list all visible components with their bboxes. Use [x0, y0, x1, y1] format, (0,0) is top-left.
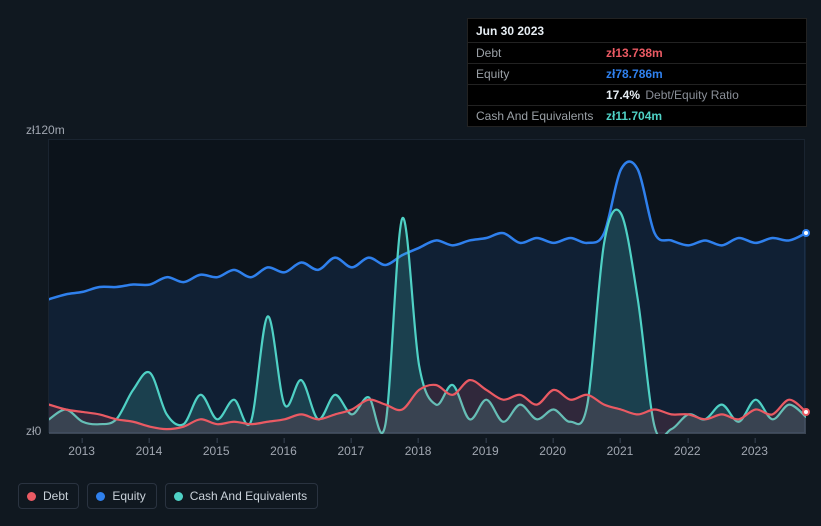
- tooltip-value: zł78.786m: [606, 67, 663, 81]
- x-axis: 2013 2014 2015 2016 2017 2018 2019 2020 2021 2022…: [48, 438, 805, 458]
- x-tick: 2018: [405, 444, 432, 458]
- tooltip-label: Equity: [476, 67, 606, 81]
- tooltip-label: Cash And Equivalents: [476, 109, 606, 123]
- legend-swatch: [96, 492, 105, 501]
- tooltip-value: zł11.704m: [606, 109, 662, 123]
- tooltip-row-cash: Cash And Equivalents zł11.704m: [468, 106, 806, 126]
- legend-item-cash[interactable]: Cash And Equivalents: [165, 483, 318, 509]
- legend-swatch: [27, 492, 36, 501]
- x-tick: 2020: [539, 444, 566, 458]
- tooltip-value: zł13.738m: [606, 46, 663, 60]
- x-tick: 2013: [68, 444, 95, 458]
- x-tick: 2017: [337, 444, 364, 458]
- ratio-label: Debt/Equity Ratio: [645, 88, 738, 102]
- legend-label: Equity: [112, 489, 145, 503]
- tooltip-row-equity: Equity zł78.786m: [468, 64, 806, 85]
- legend-group: Debt Equity Cash And Equivalents: [18, 483, 318, 509]
- tooltip-row-ratio: 17.4% Debt/Equity Ratio: [468, 85, 806, 106]
- series-end-marker: [802, 408, 810, 416]
- tooltip-date: Jun 30 2023: [468, 19, 806, 43]
- tooltip-row-debt: Debt zł13.738m: [468, 43, 806, 64]
- legend-item-equity[interactable]: Equity: [87, 483, 156, 509]
- ratio-percent: 17.4%: [606, 88, 640, 102]
- tooltip-label: Debt: [476, 46, 606, 60]
- x-tick: 2019: [472, 444, 499, 458]
- legend-label: Debt: [43, 489, 68, 503]
- x-tick: 2022: [674, 444, 701, 458]
- y-axis-max-label: zł120m: [26, 123, 65, 137]
- x-tick: 2016: [270, 444, 297, 458]
- series-end-marker: [802, 229, 810, 237]
- legend-item-debt[interactable]: Debt: [18, 483, 79, 509]
- tooltip-card: Jun 30 2023 Debt zł13.738m Equity zł78.7…: [467, 18, 807, 127]
- legend-swatch: [174, 492, 183, 501]
- x-tick: 2014: [136, 444, 163, 458]
- chart-svg: [49, 140, 806, 434]
- tooltip-label: [476, 88, 606, 102]
- x-tick: 2015: [203, 444, 230, 458]
- x-tick: 2023: [741, 444, 768, 458]
- x-tick: 2021: [607, 444, 634, 458]
- y-axis-min-label: zł0: [26, 424, 41, 438]
- chart-area[interactable]: [48, 139, 805, 433]
- legend-label: Cash And Equivalents: [190, 489, 307, 503]
